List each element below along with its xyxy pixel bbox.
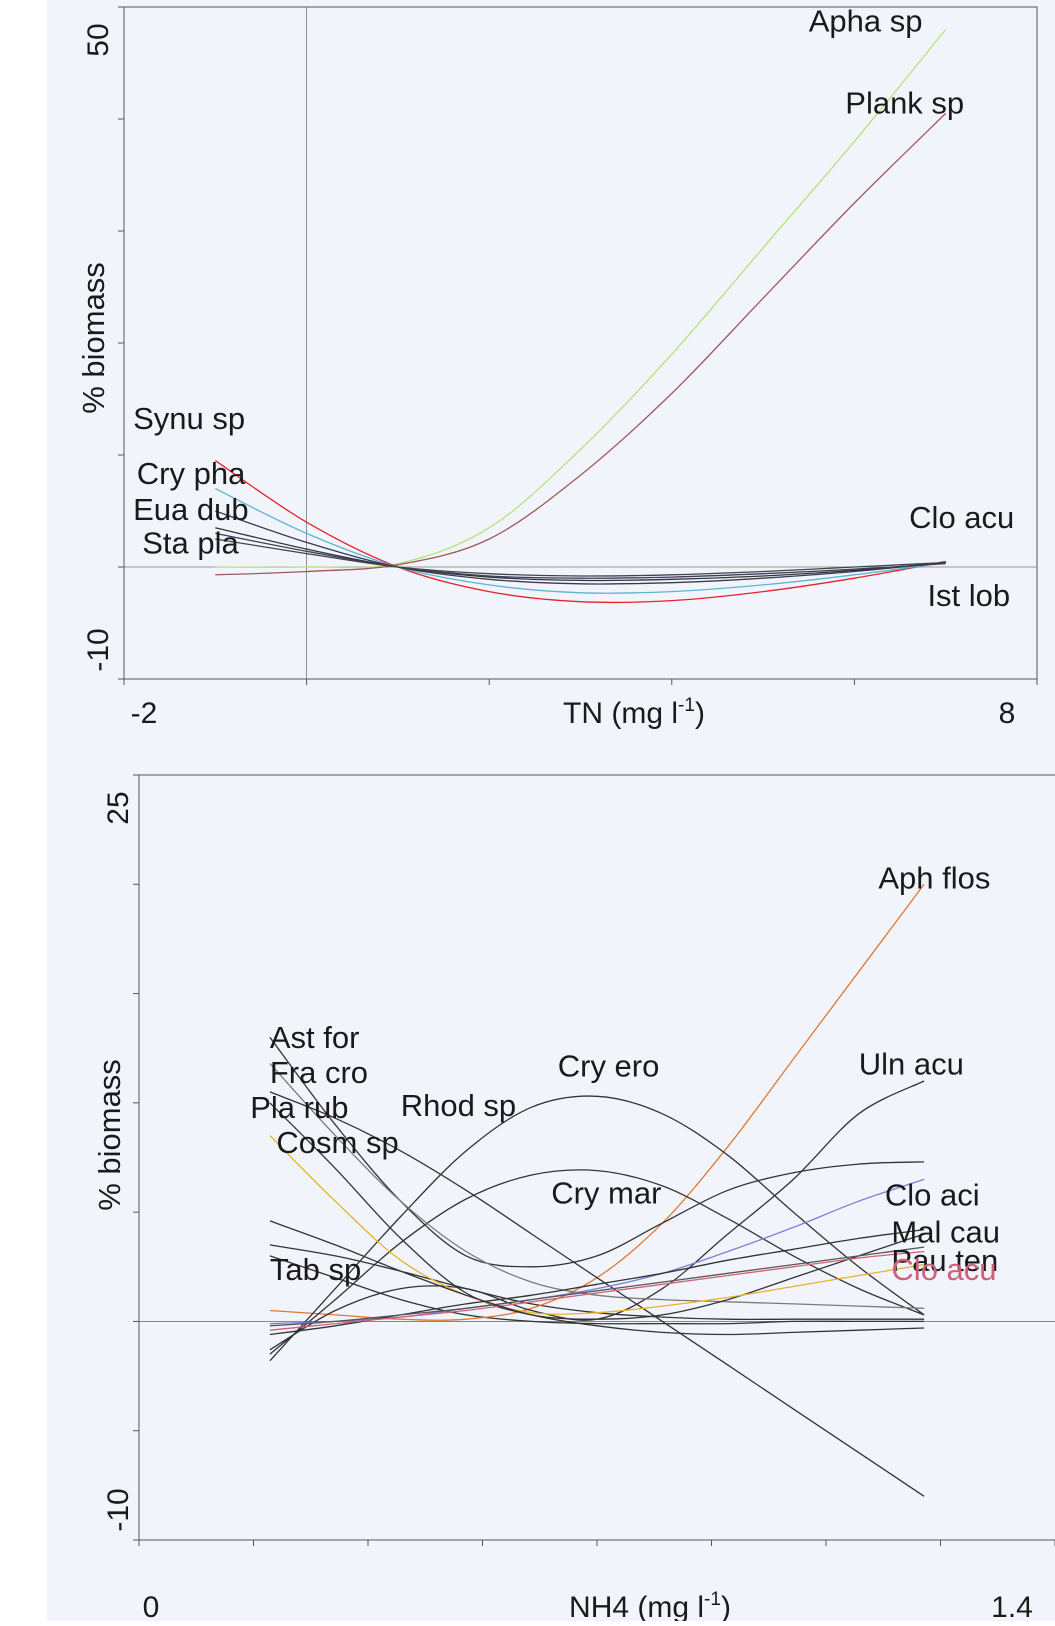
series-line-pla-rub — [269, 1102, 925, 1320]
series-line-eua-dub — [215, 510, 946, 585]
series-label-ast-for: Ast for — [270, 1020, 360, 1055]
chart-panel-nh4: Aph flos Uln acu Cry ero Cry mar Ast forFra … — [92, 774, 1055, 1624]
x-axis-title-end: ) — [695, 697, 705, 730]
x-axis-title-end: ) — [721, 1591, 731, 1621]
y-tick-label-top: 50 — [82, 23, 115, 56]
series-line-mal-cau — [269, 1228, 925, 1336]
series-line-clo-acu — [269, 1250, 925, 1331]
series-label-clo-aci: Clo aci — [885, 1178, 980, 1213]
series-label-uln-acu: Uln acu — [859, 1046, 964, 1081]
series-label-aph-flos: Aph flos — [878, 861, 990, 896]
series-label-apha-sp: Apha sp — [809, 4, 923, 39]
series-label-sta-pla: Sta pla — [142, 526, 239, 561]
x-axis-title: NH4 (mg l-1) — [569, 1589, 731, 1621]
series-label-mal-cau: Mal cau — [891, 1215, 1000, 1250]
series-line-rhod-sp — [269, 1091, 925, 1497]
series-label-cry-pha: Cry pha — [137, 456, 246, 491]
y-tick-label-bottom: -10 — [82, 628, 115, 671]
series-line-aph-flos — [269, 883, 925, 1321]
series-label-cry-mar: Cry mar — [551, 1175, 661, 1210]
x-axis-title: TN (mg l-1) — [563, 695, 705, 730]
figure-background — [47, 0, 1055, 1621]
x-axis-title-main: NH4 (mg l — [569, 1591, 704, 1621]
series-label-eua-dub: Eua dub — [133, 492, 249, 527]
series-lines — [269, 883, 925, 1497]
series-label-tab-sp: Tab sp — [270, 1252, 361, 1287]
series-label-clo-acu: Clo acu — [909, 500, 1014, 535]
series-label-clo-acu: Clo acu — [891, 1252, 996, 1287]
y-axis-title: % biomass — [76, 262, 111, 414]
series-labels: Aph flos Uln acu Cry ero Cry mar Ast forFra … — [250, 861, 1000, 1287]
series-line-plank-sp — [215, 112, 947, 576]
x-tick-label-left: 0 — [143, 1591, 160, 1621]
y-tick-label-top: 25 — [102, 791, 135, 824]
series-line-cry-pha — [215, 488, 946, 594]
series-label-cosm-sp: Cosm sp — [276, 1125, 398, 1160]
series-label-rhod-sp: Rhod sp — [401, 1088, 516, 1123]
series-label-pau-ten: Pau ten — [891, 1243, 998, 1278]
series-label-pla-rub: Pla rub — [250, 1090, 348, 1125]
series-label-ist-lob: Ist lob — [927, 578, 1010, 613]
series-line-pau-ten — [269, 1246, 925, 1327]
series-line-cosm-sp — [269, 1135, 925, 1315]
series-line-cry-ero — [269, 1095, 925, 1362]
x-axis-title-sup: -1 — [704, 1589, 721, 1610]
series-line-clo-acu — [215, 538, 946, 577]
series-label-synu-sp: Synu sp — [133, 401, 245, 436]
series-label-plank-sp: Plank sp — [845, 85, 964, 120]
x-axis-title-main: TN (mg l — [563, 697, 678, 730]
x-axis-title-sup: -1 — [678, 695, 695, 716]
tick-marks — [133, 774, 1055, 1546]
series-line-tab-sp — [269, 1220, 925, 1336]
series-line-uln-acu — [269, 1080, 925, 1351]
series-label-fra-cro: Fra cro — [270, 1055, 368, 1090]
y-axis-title: % biomass — [92, 1059, 127, 1211]
series-line-apha-sp — [215, 28, 947, 569]
series-label-cry-ero: Cry ero — [558, 1049, 660, 1084]
series-line-synu-sp — [214, 460, 946, 604]
series-line-ist-lob — [215, 532, 946, 579]
series-line-sta-pla — [215, 527, 946, 582]
series-line-fra-cro — [269, 1063, 925, 1309]
x-tick-label-right: 8 — [999, 697, 1016, 730]
y-tick-label-bottom: -10 — [102, 1488, 135, 1531]
tick-marks — [118, 6, 1038, 685]
series-line-ast-for — [269, 1036, 925, 1268]
series-lines — [214, 28, 947, 604]
x-tick-label-left: -2 — [131, 697, 158, 730]
x-tick-label-right: 1.4 — [991, 1591, 1033, 1621]
